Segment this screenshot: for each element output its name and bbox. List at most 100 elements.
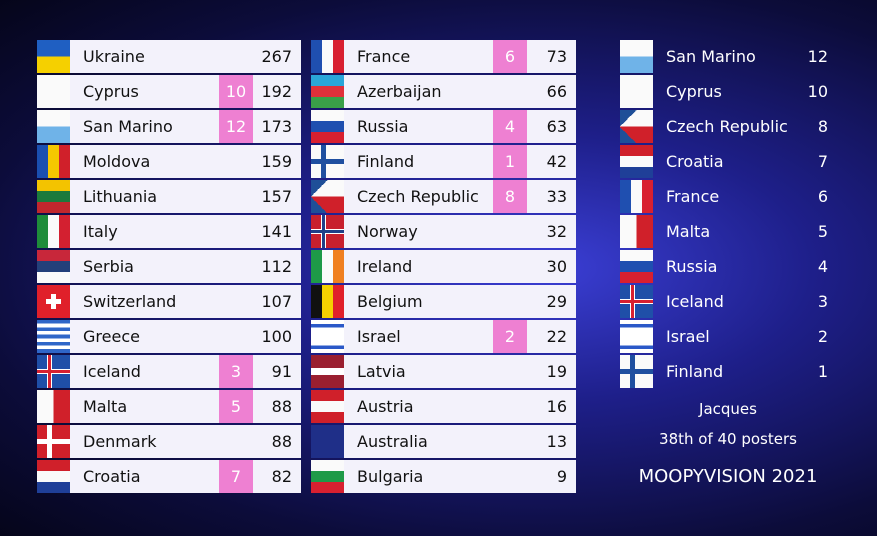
country-row: Israel 2 22 — [311, 320, 576, 353]
country-name: Italy — [83, 222, 118, 241]
country-row: Moldova 159 — [37, 145, 301, 178]
total-score: 141 — [261, 222, 292, 241]
country-name: Norway — [357, 222, 418, 241]
country-row: Denmark 88 — [37, 425, 301, 458]
flag — [37, 215, 70, 248]
country-row: San Marino 12 173 — [37, 110, 301, 143]
points-badge: 10 — [219, 75, 253, 108]
country-name: Cyprus — [666, 82, 722, 101]
country-name: Denmark — [83, 432, 157, 451]
flag — [620, 250, 653, 283]
country-row: France 6 — [620, 180, 828, 213]
flag — [37, 355, 70, 388]
flag — [311, 110, 344, 143]
country-row: Cyprus 10 192 — [37, 75, 301, 108]
flag — [311, 355, 344, 388]
country-row: Czech Republic 8 33 — [311, 180, 576, 213]
flag — [37, 180, 70, 213]
country-name: Austria — [357, 397, 414, 416]
total-score: 100 — [261, 327, 292, 346]
points-badge: 3 — [219, 355, 253, 388]
country-row: Russia 4 — [620, 250, 828, 283]
country-name: Lithuania — [83, 187, 158, 206]
country-name: Malta — [83, 397, 128, 416]
country-row: Bulgaria 9 — [311, 460, 576, 493]
points-badge: 8 — [493, 180, 527, 213]
points-badge: 1 — [493, 145, 527, 178]
country-row: Cyprus 10 — [620, 75, 828, 108]
country-row: Latvia 19 — [311, 355, 576, 388]
country-row: Greece 100 — [37, 320, 301, 353]
country-row: Finland 1 42 — [311, 145, 576, 178]
flag — [37, 425, 70, 458]
flag — [620, 110, 653, 143]
country-row: Croatia 7 — [620, 145, 828, 178]
flag — [37, 390, 70, 423]
points-badge: 2 — [493, 320, 527, 353]
total-score: 267 — [261, 47, 292, 66]
flag — [620, 215, 653, 248]
total-score: 107 — [261, 292, 292, 311]
country-name: Belgium — [357, 292, 423, 311]
total-score: 88 — [271, 432, 292, 451]
total-score: 192 — [261, 82, 292, 101]
flag — [620, 285, 653, 318]
flag — [311, 390, 344, 423]
points: 8 — [817, 117, 828, 136]
country-name: Malta — [666, 222, 711, 241]
country-name: San Marino — [83, 117, 173, 136]
flag — [311, 460, 344, 493]
total-score: 73 — [546, 47, 567, 66]
country-row: Russia 4 63 — [311, 110, 576, 143]
flag — [311, 285, 344, 318]
country-name: Switzerland — [83, 292, 177, 311]
voter: Jacques — [699, 400, 757, 418]
country-row: France 6 73 — [311, 40, 576, 73]
country-row: Israel 2 — [620, 320, 828, 353]
flag — [311, 250, 344, 283]
flag — [37, 75, 70, 108]
country-name: Latvia — [357, 362, 406, 381]
country-row: Ireland 30 — [311, 250, 576, 283]
total-score: 19 — [546, 362, 567, 381]
flag — [37, 145, 70, 178]
flag — [620, 180, 653, 213]
flag — [311, 145, 344, 178]
flag — [37, 285, 70, 318]
points: 2 — [817, 327, 828, 346]
total-score: 9 — [556, 467, 567, 486]
country-name: Australia — [357, 432, 428, 451]
country-name: Ireland — [357, 257, 413, 276]
points: 4 — [817, 257, 828, 276]
country-name: Moldova — [83, 152, 151, 171]
points: 10 — [807, 82, 828, 101]
country-name: Ukraine — [83, 47, 145, 66]
country-row: Italy 141 — [37, 215, 301, 248]
country-row: Belgium 29 — [311, 285, 576, 318]
flag — [311, 75, 344, 108]
flag — [620, 40, 653, 73]
country-name: San Marino — [666, 47, 756, 66]
flag — [37, 250, 70, 283]
points: 3 — [817, 292, 828, 311]
flag — [37, 40, 70, 73]
total-score: 22 — [546, 327, 567, 346]
country-name: France — [666, 187, 720, 206]
country-name: Azerbaijan — [357, 82, 442, 101]
total-score: 42 — [546, 152, 567, 171]
flag — [311, 320, 344, 353]
points: 12 — [807, 47, 828, 66]
flag — [311, 180, 344, 213]
total-score: 16 — [546, 397, 567, 416]
country-name: Bulgaria — [357, 467, 424, 486]
country-name: Russia — [666, 257, 718, 276]
total-score: 88 — [271, 397, 292, 416]
country-row: Czech Republic 8 — [620, 110, 828, 143]
country-row: Australia 13 — [311, 425, 576, 458]
total-score: 112 — [261, 257, 292, 276]
flag — [37, 110, 70, 143]
flag — [620, 145, 653, 178]
points-badge: 5 — [219, 390, 253, 423]
flag — [311, 215, 344, 248]
